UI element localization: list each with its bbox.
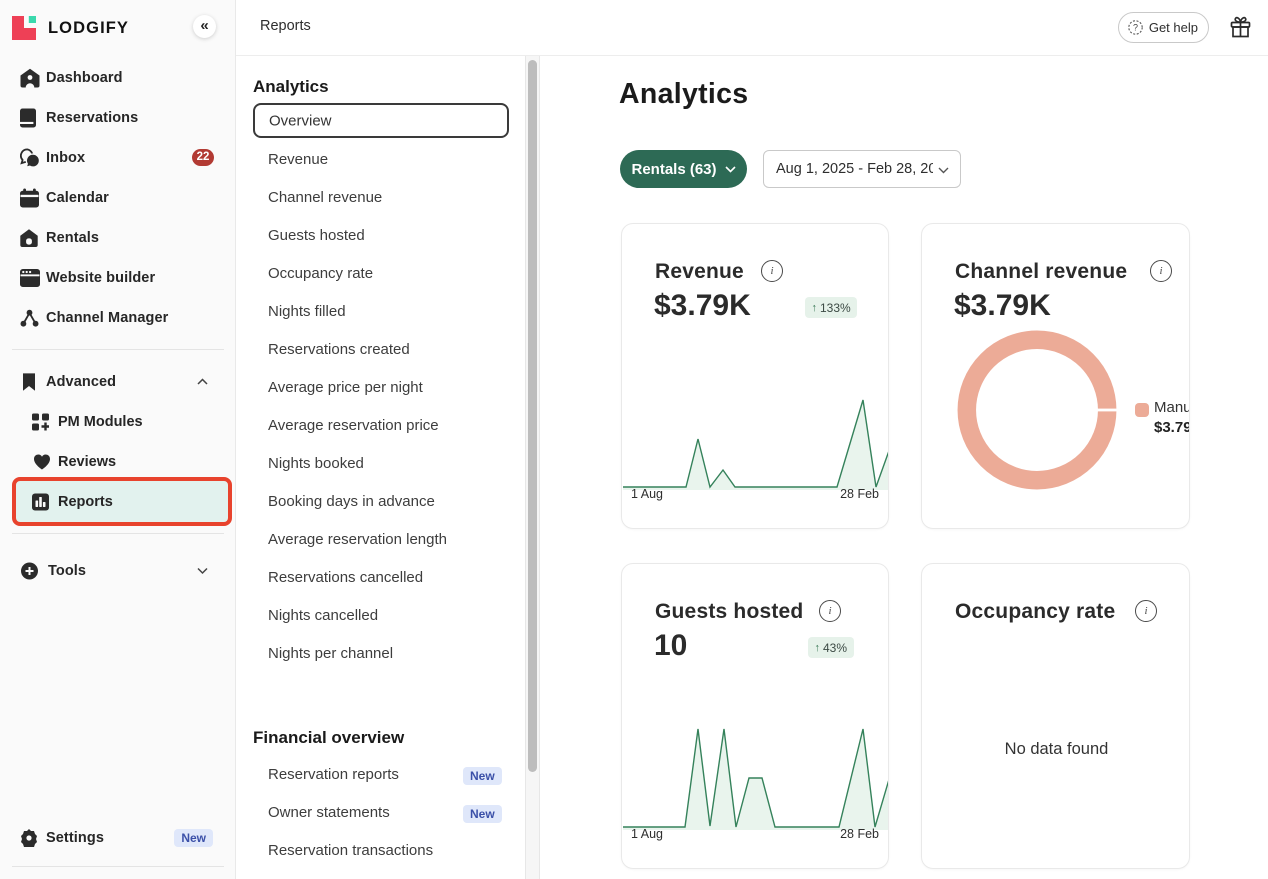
svg-text:?: ? <box>1133 23 1138 33</box>
